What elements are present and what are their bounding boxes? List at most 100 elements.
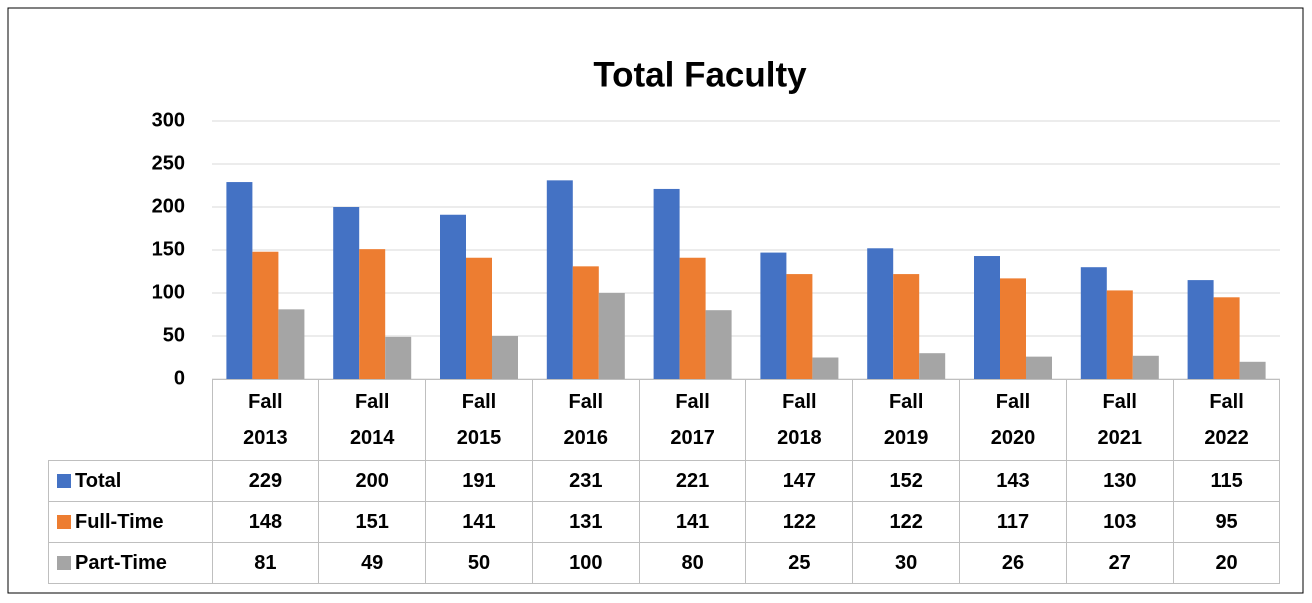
table-value: 80: [638, 542, 747, 584]
category-cell: Fall 2014: [318, 379, 427, 461]
legend-cell: Part-Time: [48, 542, 213, 584]
bar: [1106, 290, 1133, 379]
category-cell: Fall 2019: [852, 379, 961, 461]
table-value: 27: [1065, 542, 1174, 584]
table-value: 95: [1172, 501, 1281, 543]
table-value: 141: [638, 501, 747, 543]
bar: [385, 336, 412, 379]
table-header-row: Fall 2013 Fall 2014 Fall 2015 Fall 2016 Fall…: [49, 379, 1281, 461]
table-value: 115: [1172, 460, 1281, 502]
bar: [919, 353, 946, 379]
table-value: 141: [425, 501, 533, 543]
x-tick-label: Fall 2013: [243, 391, 288, 449]
table-value: 81: [211, 542, 320, 584]
y-tick-label: 100: [152, 281, 185, 303]
bar: [812, 357, 839, 379]
table-value: 25: [745, 542, 854, 584]
y-tick-label: 50: [163, 324, 185, 346]
bar: [1213, 297, 1240, 379]
legend-key: [57, 474, 71, 489]
table-value: 103: [1065, 501, 1174, 543]
bar: [278, 309, 305, 379]
y-tick-label: 300: [152, 109, 185, 131]
bar: [492, 336, 518, 379]
table-value: 231: [531, 460, 640, 502]
legend-cell: Total: [48, 460, 213, 502]
table-value: 151: [318, 501, 427, 543]
bar: [679, 257, 706, 379]
category-cell: Fall 2022: [1172, 379, 1281, 461]
table-value: 20: [1172, 542, 1281, 584]
category-cell: Fall 2016: [531, 379, 640, 461]
bar: [1080, 267, 1107, 379]
x-tick-label: Fall 2018: [777, 391, 822, 449]
table-row: Total 229 200 191 231 221 147 152 143 130 115: [48, 460, 1281, 502]
table-value: 143: [959, 460, 1067, 502]
x-tick-label: Fall 2014: [349, 391, 395, 449]
category-cell: Fall 2015: [425, 379, 533, 461]
x-tick-label: Fall 2019: [883, 391, 929, 449]
table-value: 100: [531, 542, 640, 584]
table-value: 122: [852, 501, 961, 543]
table-value: 122: [745, 501, 854, 543]
x-tick-label: Fall 2021: [1097, 391, 1143, 449]
category-cell: Fall 2017: [638, 379, 747, 461]
legend-label: Part-Time: [75, 551, 167, 574]
bar: [1187, 280, 1214, 379]
table-value: 50: [425, 542, 533, 584]
table-value: 152: [852, 460, 961, 502]
bar: [1132, 355, 1159, 379]
y-tick-label: 0: [174, 367, 185, 389]
bar: [1000, 278, 1026, 379]
bar: [705, 310, 732, 379]
table-value: 26: [959, 542, 1067, 584]
table-corner: [49, 380, 213, 461]
chart-title: Total Faculty: [593, 55, 807, 94]
table-value: 131: [531, 501, 640, 543]
table-row: Full-Time 148 151 141 131 141 122 122 117 103 95: [48, 501, 1281, 543]
bar: [974, 256, 1000, 379]
y-tick-label: 200: [152, 195, 185, 217]
table-value: 148: [211, 501, 320, 543]
bar: [226, 182, 253, 379]
y-tick-label: 250: [152, 152, 185, 174]
bar: [786, 274, 813, 379]
legend-cell: Full-Time: [48, 501, 213, 543]
bar: [867, 248, 894, 379]
bar: [252, 251, 279, 379]
x-tick-label: Fall 2020: [990, 391, 1036, 449]
bar: [653, 188, 680, 379]
table-value: 147: [745, 460, 854, 502]
table-value: 229: [211, 460, 320, 502]
table-value: 30: [852, 542, 961, 584]
legend-label: Total: [75, 469, 122, 492]
bar: [572, 266, 599, 379]
category-cell: Fall 2013: [211, 379, 320, 461]
x-tick-label: Fall 2016: [563, 391, 609, 449]
table-value: 200: [318, 460, 427, 502]
legend-key: [57, 556, 71, 571]
x-tick-label: Fall 2017: [670, 391, 715, 449]
category-cell: Fall 2021: [1065, 379, 1174, 461]
legend-label: Full-Time: [75, 510, 164, 533]
bar: [893, 274, 920, 379]
bar: [1026, 356, 1052, 379]
table-value: 221: [638, 460, 747, 502]
table-value: 191: [425, 460, 533, 502]
table-value: 117: [959, 501, 1067, 543]
y-tick-label: 150: [152, 238, 185, 260]
bar: [466, 257, 492, 379]
table-row: Part-Time 81 49 50 100 80 25 30 26 27 20: [48, 542, 1281, 584]
bar: [359, 249, 386, 379]
x-tick-label: Fall 2015: [456, 391, 502, 449]
bar: [760, 252, 787, 379]
bar: [1239, 361, 1266, 379]
legend-key: [57, 515, 71, 530]
category-cell: Fall 2020: [959, 379, 1067, 461]
bar: [546, 180, 573, 379]
table-value: 49: [318, 542, 427, 584]
bar: [333, 207, 360, 379]
data-table: Fall 2013 Fall 2014 Fall 2015 Fall 2016 Fall…: [48, 379, 1281, 584]
x-tick-label: Fall 2022: [1204, 391, 1249, 449]
